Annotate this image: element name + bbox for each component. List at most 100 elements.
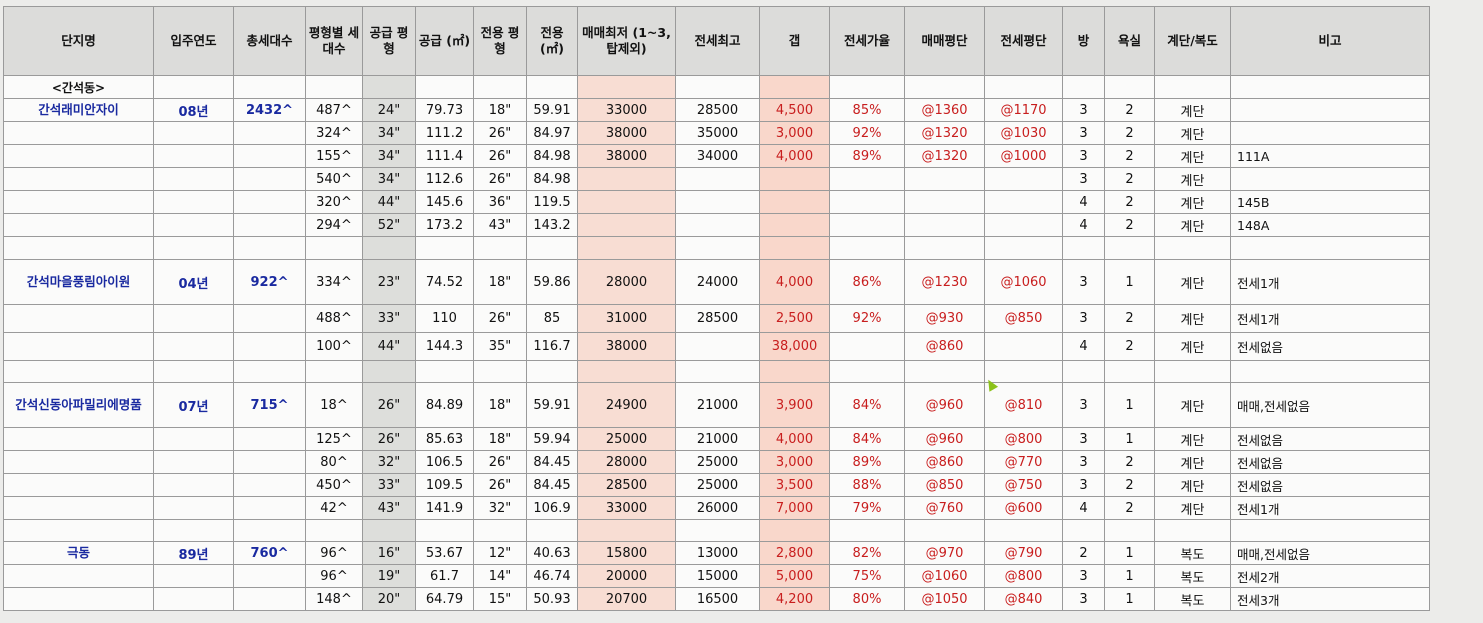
- table-cell[interactable]: 84%: [829, 427, 905, 451]
- table-cell[interactable]: [473, 75, 527, 99]
- column-header[interactable]: 비고: [1230, 6, 1430, 76]
- table-cell[interactable]: 3: [1062, 98, 1105, 122]
- table-cell[interactable]: 2: [1104, 450, 1155, 474]
- table-cell[interactable]: 145.6: [415, 190, 474, 214]
- table-cell[interactable]: 1: [1104, 427, 1155, 451]
- table-cell[interactable]: @970: [904, 541, 985, 565]
- table-cell[interactable]: 450^: [305, 473, 363, 497]
- table-cell[interactable]: 3: [1062, 144, 1105, 168]
- table-cell[interactable]: [577, 190, 676, 214]
- table-cell[interactable]: 4: [1062, 213, 1105, 237]
- table-cell[interactable]: 46.74: [526, 564, 578, 588]
- table-cell[interactable]: [1104, 75, 1155, 99]
- complex-name-cell[interactable]: [3, 450, 154, 474]
- table-cell[interactable]: 계단: [1154, 382, 1231, 428]
- complex-name-cell[interactable]: [3, 564, 154, 588]
- table-cell[interactable]: [1062, 75, 1105, 99]
- table-cell[interactable]: [1230, 236, 1430, 260]
- table-cell[interactable]: [415, 519, 474, 542]
- table-cell[interactable]: 계단: [1154, 190, 1231, 214]
- table-cell[interactable]: [675, 167, 760, 191]
- table-cell[interactable]: 28000: [577, 259, 676, 305]
- table-cell[interactable]: 3: [1062, 121, 1105, 145]
- total-households-cell[interactable]: [233, 587, 306, 611]
- table-cell[interactable]: 125^: [305, 427, 363, 451]
- table-cell[interactable]: 전세3개: [1230, 587, 1430, 611]
- table-cell[interactable]: 35000: [675, 121, 760, 145]
- table-cell[interactable]: @1000: [984, 144, 1063, 168]
- complex-name-cell[interactable]: [3, 167, 154, 191]
- table-cell[interactable]: 2: [1104, 98, 1155, 122]
- table-cell[interactable]: [1062, 236, 1105, 260]
- move-in-year-cell[interactable]: 08년: [153, 98, 234, 122]
- table-cell[interactable]: 86%: [829, 259, 905, 305]
- move-in-year-cell[interactable]: [153, 473, 234, 497]
- table-cell[interactable]: 84%: [829, 382, 905, 428]
- complex-name-cell[interactable]: [3, 332, 154, 361]
- table-cell[interactable]: 3: [1062, 473, 1105, 497]
- table-cell[interactable]: 계단: [1154, 496, 1231, 520]
- table-cell[interactable]: 3,000: [759, 121, 830, 145]
- table-cell[interactable]: 74.52: [415, 259, 474, 305]
- table-cell[interactable]: [526, 236, 578, 260]
- table-cell[interactable]: 34": [362, 144, 416, 168]
- table-cell[interactable]: @1030: [984, 121, 1063, 145]
- table-cell[interactable]: 84.89: [415, 382, 474, 428]
- column-header[interactable]: 평형별 세대수: [305, 6, 363, 76]
- table-cell[interactable]: 84.98: [526, 144, 578, 168]
- complex-name-cell[interactable]: [3, 144, 154, 168]
- table-cell[interactable]: 32": [473, 496, 527, 520]
- table-cell[interactable]: [305, 360, 363, 383]
- column-header[interactable]: 갭: [759, 6, 830, 76]
- table-cell[interactable]: 540^: [305, 167, 363, 191]
- table-cell[interactable]: [829, 236, 905, 260]
- table-cell[interactable]: 23": [362, 259, 416, 305]
- table-cell[interactable]: [1104, 360, 1155, 383]
- table-cell[interactable]: [759, 213, 830, 237]
- column-header[interactable]: 방: [1062, 6, 1105, 76]
- table-cell[interactable]: 28000: [577, 450, 676, 474]
- column-header[interactable]: 매매평단: [904, 6, 985, 76]
- table-cell[interactable]: 계단: [1154, 450, 1231, 474]
- table-cell[interactable]: @1230: [904, 259, 985, 305]
- move-in-year-cell[interactable]: [153, 167, 234, 191]
- table-cell[interactable]: [415, 236, 474, 260]
- table-cell[interactable]: 4,200: [759, 587, 830, 611]
- table-cell[interactable]: [675, 213, 760, 237]
- table-cell[interactable]: 119.5: [526, 190, 578, 214]
- table-cell[interactable]: 34": [362, 121, 416, 145]
- table-cell[interactable]: 3: [1062, 167, 1105, 191]
- table-cell[interactable]: [759, 75, 830, 99]
- table-cell[interactable]: 복도: [1154, 587, 1231, 611]
- table-cell[interactable]: 2: [1104, 332, 1155, 361]
- complex-name-cell[interactable]: 극동: [3, 541, 154, 565]
- table-cell[interactable]: 145B: [1230, 190, 1430, 214]
- table-cell[interactable]: 계단: [1154, 473, 1231, 497]
- table-cell[interactable]: 85%: [829, 98, 905, 122]
- table-cell[interactable]: [1062, 519, 1105, 542]
- table-cell[interactable]: 324^: [305, 121, 363, 145]
- table-cell[interactable]: 111A: [1230, 144, 1430, 168]
- table-cell[interactable]: 84.98: [526, 167, 578, 191]
- table-cell[interactable]: [904, 190, 985, 214]
- column-header[interactable]: 입주연도: [153, 6, 234, 76]
- table-cell[interactable]: 26": [362, 427, 416, 451]
- table-cell[interactable]: [904, 236, 985, 260]
- table-cell[interactable]: [984, 190, 1063, 214]
- table-cell[interactable]: 1: [1104, 564, 1155, 588]
- column-header[interactable]: 총세대수: [233, 6, 306, 76]
- table-cell[interactable]: 26": [362, 382, 416, 428]
- table-cell[interactable]: [675, 332, 760, 361]
- move-in-year-cell[interactable]: [153, 332, 234, 361]
- table-cell[interactable]: [577, 236, 676, 260]
- table-cell[interactable]: @850: [984, 304, 1063, 333]
- table-cell[interactable]: 2: [1104, 167, 1155, 191]
- table-cell[interactable]: [759, 360, 830, 383]
- table-cell[interactable]: [1062, 360, 1105, 383]
- table-cell[interactable]: [526, 360, 578, 383]
- table-cell[interactable]: [984, 167, 1063, 191]
- table-cell[interactable]: @1050: [904, 587, 985, 611]
- total-households-cell[interactable]: [233, 121, 306, 145]
- complex-name-cell[interactable]: 간석래미안자이: [3, 98, 154, 122]
- total-households-cell[interactable]: [233, 564, 306, 588]
